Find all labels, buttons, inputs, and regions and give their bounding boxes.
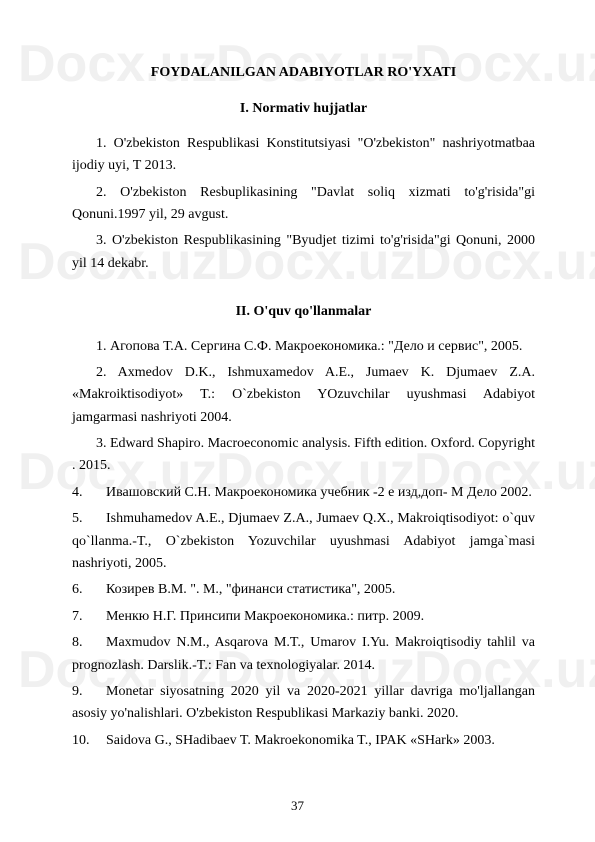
list-item: 10.Saidova G., SHadibaev T. Makroekonomi… <box>72 730 535 752</box>
item-number: 5. <box>72 508 106 530</box>
list-item: 2. Axmedov D.K., Ishmuxamedov A.E., Juma… <box>72 362 535 429</box>
item-number: 9. <box>72 681 106 703</box>
item-text: Менкю Н.Г. Принсипи Макроекономика.: пит… <box>106 609 424 624</box>
main-heading: FOYDALANILGAN ADABIYOTLAR RO'YXATI <box>72 62 535 84</box>
item-text: Saidova G., SHadibaev T. Makroekonomika … <box>106 733 495 748</box>
list-item: 3. Edward Shapiro. Macroeconomic analysi… <box>72 433 535 478</box>
item-number: 4. <box>72 482 106 504</box>
list-item: 6.Козирев В.М. ". М., "финанси статистик… <box>72 579 535 601</box>
list-item: 4.Ивашовский С.Н. Макроекономика учебник… <box>72 482 535 504</box>
item-text: Ивашовский С.Н. Макроекономика учебник -… <box>106 485 532 500</box>
section2-title: II. O'quv qo'llanmalar <box>72 301 535 323</box>
list-item: 1. Агопова Т.А. Сергина С.Ф. Макроеконом… <box>72 336 535 358</box>
numbered-list: 4.Ивашовский С.Н. Макроекономика учебник… <box>72 482 535 752</box>
page-content: FOYDALANILGAN ADABIYOTLAR RO'YXATI I. No… <box>0 0 595 776</box>
item-text: Maxmudov N.M., Asqarova M.T., Umarov I.Y… <box>72 635 535 672</box>
list-item: 8.Maxmudov N.M., Asqarova M.T., Umarov I… <box>72 632 535 677</box>
item-number: 8. <box>72 632 106 654</box>
list-item: 3. O'zbekiston Respublikasining "Byudjet… <box>72 230 535 275</box>
item-text: Козирев В.М. ". М., "финанси статистика"… <box>106 582 395 597</box>
section1-title: I. Normativ hujjatlar <box>72 98 535 120</box>
item-number: 7. <box>72 606 106 628</box>
list-item: 9.Monetar siyosatning 2020 yil va 2020-2… <box>72 681 535 726</box>
item-text: Monetar siyosatning 2020 yil va 2020-202… <box>72 684 535 721</box>
item-number: 6. <box>72 579 106 601</box>
list-item: 2. O'zbekiston Resbuplikasining "Davlat … <box>72 182 535 227</box>
list-item: 7.Менкю Н.Г. Принсипи Макроекономика.: п… <box>72 606 535 628</box>
item-text: Ishmuhamedov A.E., Djumaev Z.A., Jumaev … <box>72 511 535 571</box>
list-item: 1. O'zbekiston Respublikasi Konstitutsiy… <box>72 133 535 178</box>
item-number: 10. <box>72 730 106 752</box>
list-item: 5.Ishmuhamedov A.E., Djumaev Z.A., Jumae… <box>72 508 535 575</box>
page-number: 37 <box>0 798 595 814</box>
